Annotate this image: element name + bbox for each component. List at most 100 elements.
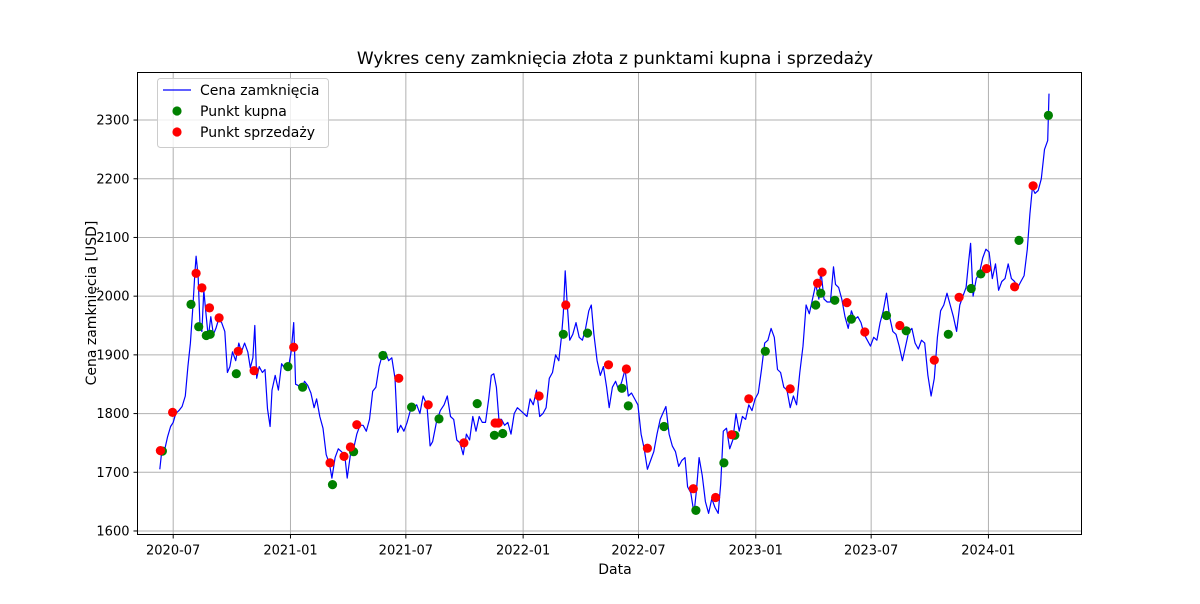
x-tick-label: 2022-07: [611, 544, 665, 559]
y-tick-label: 1900: [96, 348, 129, 363]
buy-point: [617, 383, 627, 393]
buy-point: [659, 421, 669, 432]
chart-title: Wykres ceny zamknięcia złota z punktami …: [357, 49, 873, 69]
x-tick-label: 2023-07: [844, 544, 898, 559]
sell-point: [339, 451, 349, 461]
x-axis-ticks: 2020-07 2021-01 2021-07 2022-01 2022-07 2023-…: [146, 534, 1016, 559]
sell-point: [394, 373, 404, 383]
sell-point: [423, 400, 433, 410]
y-tick-label: 2300: [96, 114, 129, 129]
sell-point: [561, 300, 571, 310]
grid: [137, 72, 1082, 535]
sell-point: [352, 420, 362, 430]
buy-point: [1014, 235, 1024, 245]
sell-point: [642, 443, 653, 453]
sell-point: [603, 360, 614, 370]
sell-point: [459, 438, 469, 448]
y-tick-label: 2200: [96, 172, 129, 187]
buy-point: [760, 346, 770, 356]
y-axis-ticks: 1600 1700 1800 1900 2000 2100 2200 2300: [96, 114, 138, 539]
legend-box: [157, 78, 329, 148]
sell-point: [711, 492, 721, 503]
buy-point: [881, 310, 892, 321]
buy-point: [434, 414, 444, 424]
buy-point: [489, 430, 499, 440]
sell-point: [493, 418, 503, 428]
buy-point: [943, 329, 953, 339]
buy-point: [719, 458, 729, 468]
buy-point: [811, 300, 821, 310]
sell-point: [1028, 181, 1038, 191]
legend-label: Punkt sprzedaży: [200, 125, 315, 141]
sell-point: [191, 268, 201, 278]
x-tick-label: 2023-01: [729, 544, 783, 559]
buy-point: [472, 399, 482, 409]
sell-point: [727, 430, 737, 440]
y-tick-label: 2100: [96, 231, 129, 246]
sell-point: [233, 346, 243, 356]
buy-point: [582, 328, 593, 338]
sell-point: [785, 384, 795, 394]
sell-point: [981, 264, 992, 274]
sell-point: [249, 366, 259, 376]
sell-point: [197, 283, 207, 293]
x-tick-label: 2022-01: [496, 544, 550, 559]
buy-point: [186, 299, 196, 309]
buy-point: [623, 401, 633, 411]
x-tick-label: 2021-01: [263, 544, 317, 559]
sell-point: [817, 267, 827, 277]
buy-point: [901, 326, 911, 336]
buy-point: [327, 480, 338, 490]
buy-point: [846, 314, 857, 324]
x-tick-label: 2024-01: [961, 544, 1015, 559]
buy-point: [816, 288, 826, 298]
sell-point: [534, 391, 544, 401]
sell-point: [204, 303, 215, 313]
y-tick-label: 1700: [96, 466, 129, 481]
sell-point: [954, 292, 964, 302]
axes-frame: [137, 72, 1082, 535]
x-tick-label: 2020-07: [146, 544, 200, 559]
sell-point: [155, 446, 165, 456]
buy-point: [231, 369, 241, 379]
y-axis-label: Cena zamknięcia [USD]: [84, 221, 100, 386]
buy-point: [1043, 110, 1053, 120]
buy-point: [558, 329, 568, 339]
y-tick-label: 2000: [96, 290, 129, 305]
legend-buy-swatch: [172, 106, 182, 116]
sell-point: [860, 327, 870, 337]
buy-point: [194, 322, 204, 332]
sell-point: [929, 355, 939, 365]
sell-point: [168, 407, 178, 417]
sell-point: [345, 442, 355, 452]
buy-point: [691, 505, 701, 515]
sell-point: [688, 484, 698, 494]
sell-point: [895, 320, 905, 331]
sell-point: [621, 364, 632, 374]
legend-label: Cena zamknięcia: [200, 83, 320, 99]
legend: Cena zamknięcia Punkt kupna Punkt sprzedaż…: [157, 78, 329, 148]
sell-point: [842, 298, 852, 308]
y-tick-label: 1800: [96, 407, 129, 422]
sell-point: [325, 458, 335, 468]
legend-sell-swatch: [172, 127, 182, 137]
buy-point: [378, 350, 388, 361]
buy-point: [830, 295, 840, 305]
buy-point: [283, 362, 293, 372]
buy-point: [298, 382, 308, 392]
legend-label: Punkt kupna: [200, 104, 287, 120]
buy-point: [407, 402, 417, 412]
buy-point: [966, 283, 976, 294]
sell-point: [289, 342, 299, 352]
sell-point: [744, 394, 754, 404]
x-axis-label: Data: [598, 562, 631, 578]
buy-point: [205, 329, 215, 339]
x-tick-label: 2021-07: [379, 544, 433, 559]
sell-point: [1010, 282, 1020, 292]
plot-area: [155, 93, 1053, 515]
sell-point: [813, 278, 823, 288]
sell-point: [214, 313, 224, 323]
y-tick-label: 1600: [96, 524, 129, 539]
